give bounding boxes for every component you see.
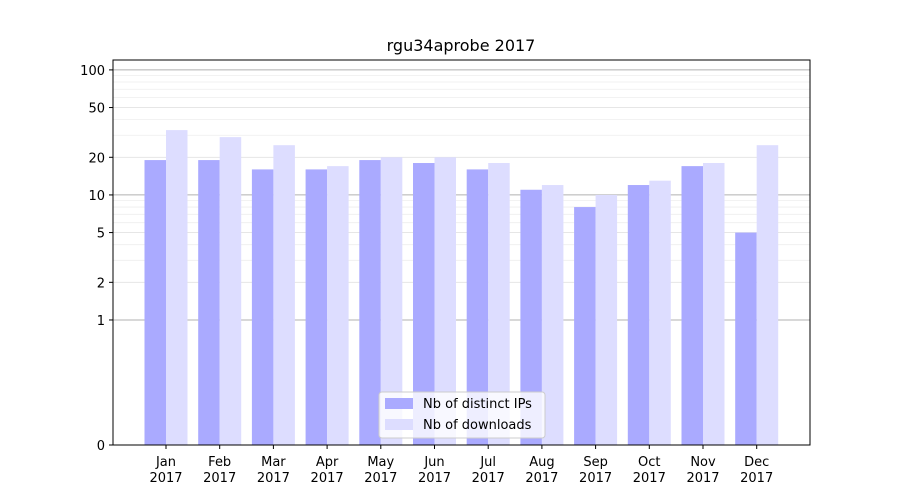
bar-downloads [327,166,349,445]
x-tick-label: Jun 2017 [418,455,451,486]
bar-distinct-ips [359,160,381,445]
bar-distinct-ips [466,169,489,445]
bar-downloads [649,180,671,445]
bar-downloads [219,137,242,445]
bar-distinct-ips [413,163,435,445]
bar-distinct-ips [251,169,274,445]
y-tick-label: 0 [97,439,105,454]
x-tick-label-line: May [367,455,394,470]
x-tick-label-line: Nov [690,455,716,470]
x-tick-label-line: Aug [529,455,554,470]
legend-swatch [385,398,413,409]
bar-distinct-ips [735,232,757,445]
bar-downloads [380,157,403,445]
bar-downloads [541,185,564,445]
x-tick-label-line: 2017 [203,471,236,486]
y-axis: 0 1 2 5 10 20 50 100 [80,64,113,454]
x-tick-label: Sep 2017 [579,455,612,486]
y-tick-label: 1 [97,314,105,329]
x-tick-label: Feb 2017 [203,455,236,486]
x-tick-label: Aug 2017 [525,455,558,486]
x-tick-label: Apr 2017 [311,455,344,486]
x-tick-label-line: 2017 [472,471,505,486]
y-tick-label: 5 [97,227,105,242]
bar-distinct-ips [305,169,328,445]
x-tick-label-line: 2017 [633,471,666,486]
x-tick-label: Jan 2017 [149,455,182,486]
x-tick-label-line: 2017 [579,471,612,486]
bar-downloads [703,163,725,445]
x-tick-label-line: 2017 [740,471,773,486]
x-tick-label-line: Feb [208,455,231,470]
bar-distinct-ips [520,189,542,445]
x-tick-label-line: 2017 [257,471,290,486]
x-tick-label-line: 2017 [418,471,451,486]
x-tick-label-line: 2017 [311,471,344,486]
y-tick-label: 50 [88,102,105,117]
x-tick-label-line: Mar [261,455,286,470]
bars [144,130,779,445]
bar-distinct-ips [681,166,703,445]
x-tick-label-line: 2017 [364,471,397,486]
x-tick-label: Jul 2017 [472,455,505,486]
x-tick-label: Nov 2017 [686,455,719,486]
legend: Nb of distinct IPs Nb of downloads [378,391,546,439]
bar-downloads [166,130,188,445]
bar-downloads [488,163,510,445]
bar-distinct-ips [627,185,650,445]
x-tick-label: Oct 2017 [633,455,666,486]
legend-label: Nb of downloads [423,418,532,433]
bar-distinct-ips [144,160,166,445]
y-tick-label: 2 [97,276,105,291]
x-tick-label-line: 2017 [686,471,719,486]
bar-downloads [595,194,618,445]
x-tick-label-line: Jan [155,455,176,470]
y-tick-label: 10 [88,189,105,204]
x-tick-label-line: Sep [583,455,608,470]
y-tick-label: 20 [88,151,105,166]
bar-downloads [434,157,456,445]
x-tick-label-line: Oct [638,455,660,470]
x-tick-label-line: Jun [423,455,444,470]
x-tick-label-line: Apr [316,455,339,470]
bar-distinct-ips [574,207,596,445]
x-tick-label-line: Dec [744,455,769,470]
x-tick-label: Dec 2017 [740,455,773,486]
plot-frame [112,59,811,446]
x-tick-label: Mar 2017 [257,455,290,486]
x-tick-label-line: Jul [479,455,496,470]
legend-box [378,391,546,439]
x-tick-label-line: 2017 [149,471,182,486]
x-tick-label-line: 2017 [525,471,558,486]
x-tick-label: May 2017 [364,455,397,486]
bar-downloads [273,145,295,445]
y-tick-label: 100 [80,64,105,79]
chart-title: rgu34aprobe 2017 [387,36,536,55]
legend-swatch [385,419,413,430]
bar-downloads [756,145,779,445]
legend-label: Nb of distinct IPs [423,397,532,412]
bar-distinct-ips [198,160,220,445]
